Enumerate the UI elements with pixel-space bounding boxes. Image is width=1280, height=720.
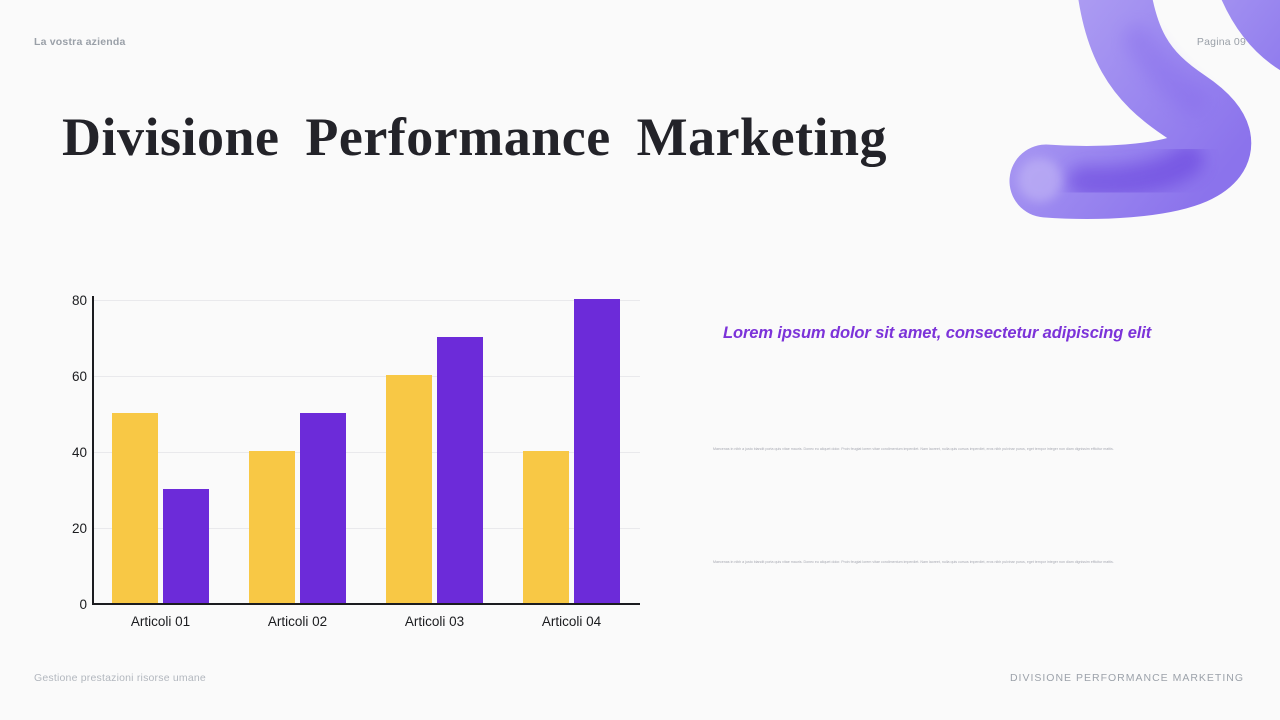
footer-section-title: DIVISIONE PERFORMANCE MARKETING [1009,672,1244,684]
y-tick-label: 20 [71,520,87,536]
bar-series-purple [437,337,483,603]
x-category-label: Articoli 03 [404,614,465,629]
body-paragraph-2: Maecenas in nibh a justo blandit porta q… [713,559,1114,564]
y-tick-label: 80 [71,292,87,308]
lead-paragraph: Lorem ipsum dolor sit amet, consectetur … [723,324,1152,342]
footer-caption: Gestione prestazioni risorse umane [34,672,206,684]
y-axis-line [92,296,94,605]
y-tick-label: 0 [79,596,87,612]
bar-series-yellow [112,413,158,603]
gridline [92,528,640,529]
x-axis-line [92,603,640,605]
bar-chart: 0 20 40 60 80 Articoli 01 Articoli 02 Articoli… [70,293,650,643]
bar-series-yellow [249,451,295,603]
x-category-label: Articoli 04 [541,614,602,629]
y-tick-label: 40 [71,444,87,460]
x-category-label: Articoli 02 [267,614,328,629]
bar-series-yellow [386,375,432,603]
company-label: La vostra azienda [34,36,126,48]
bar-series-purple [574,299,620,603]
page-number: Pagina 09 [1196,36,1246,48]
body-paragraph-1: Maecenas in nibh a justo blandit porta q… [713,446,1114,451]
plot-area [92,296,640,605]
y-tick-label: 60 [71,368,87,384]
gridline [92,376,640,377]
bar-series-yellow [523,451,569,603]
bar-series-purple [163,489,209,603]
slide-title: Divisione Performance Marketing [62,107,888,167]
x-category-label: Articoli 01 [130,614,191,629]
bar-series-purple [300,413,346,603]
gridline [92,300,640,301]
gridline [92,452,640,453]
